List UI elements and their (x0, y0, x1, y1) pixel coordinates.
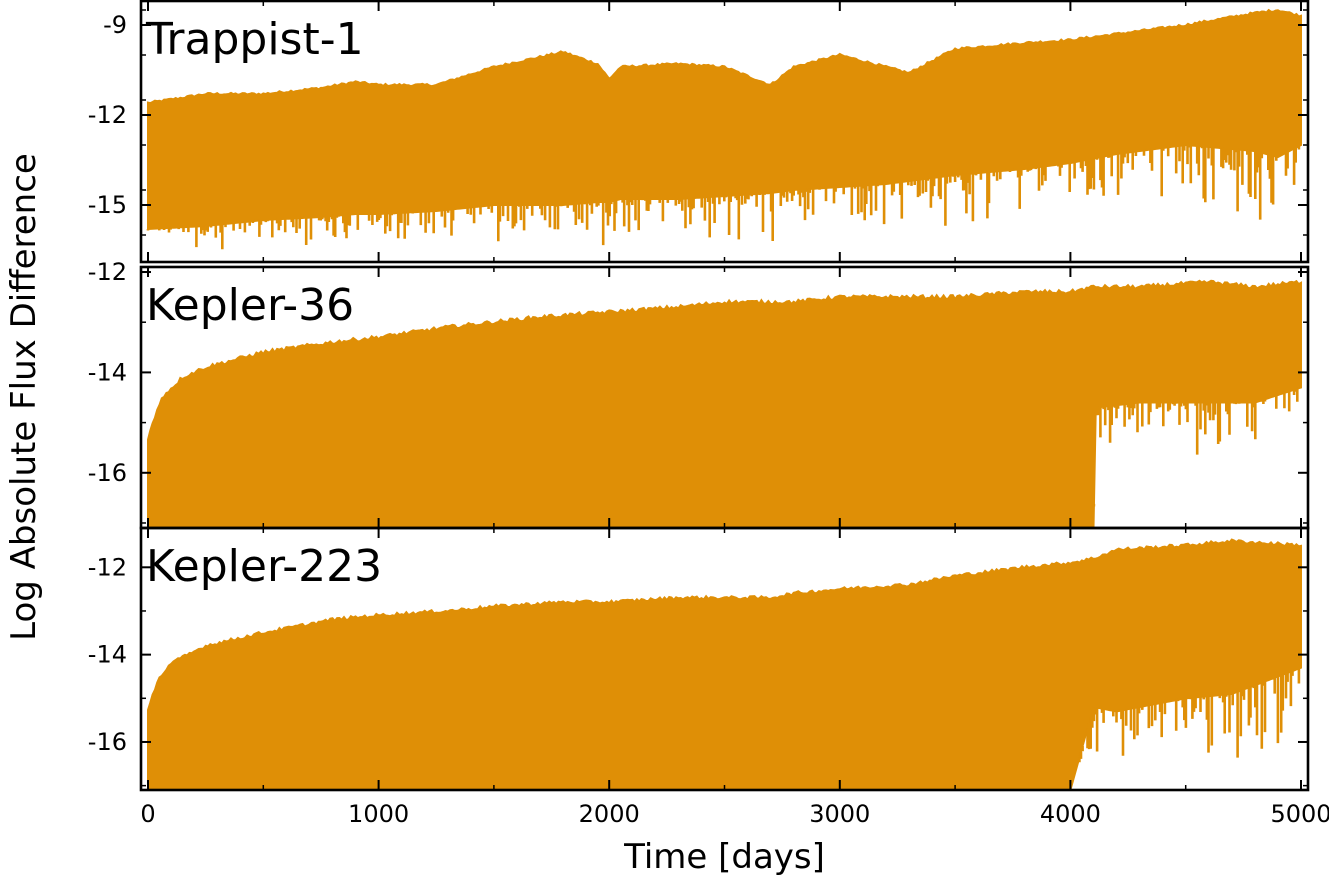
x-tick-label: 3000 (809, 800, 870, 828)
y-axis-label: Log Absolute Flux Difference (4, 153, 44, 641)
y-tick-label: -16 (88, 728, 127, 756)
series-spikes (1092, 388, 1299, 507)
series-envelope (147, 538, 1302, 790)
series-envelope (147, 279, 1302, 528)
series-envelope (147, 8, 1302, 231)
panel-kepler-36: -12 -14 -16 Kepler-36 (88, 258, 1310, 530)
panel-title: Kepler-223 (146, 541, 382, 592)
panel-title: Kepler-36 (146, 280, 354, 331)
series-spikes (146, 145, 1301, 250)
x-tick-label: 1000 (348, 800, 409, 828)
data-series (146, 8, 1302, 250)
panel-kepler-223: -12 -14 -16 0 1000 2000 3000 4000 5000 Kepler-223 (88, 526, 1329, 828)
x-tick-label: 4000 (1040, 800, 1101, 828)
y-tick-label: -16 (88, 459, 127, 487)
y-tick-label: -12 (88, 101, 127, 129)
panel-trappist-1: -9 -12 -15 Trappist-1 (88, 0, 1310, 264)
y-tick-label: -14 (88, 358, 127, 386)
x-tick-label: 2000 (579, 800, 640, 828)
y-tick-label: -15 (88, 191, 127, 219)
x-tick-label: 0 (140, 800, 155, 828)
y-tick-label: -9 (103, 11, 127, 39)
x-tick-label: 5000 (1270, 800, 1329, 828)
series-spikes (1070, 668, 1301, 787)
panel-title: Trappist-1 (145, 14, 364, 65)
y-tick-label: -12 (88, 258, 127, 286)
data-series (147, 538, 1302, 790)
y-tick-label: -12 (88, 553, 127, 581)
data-series (147, 279, 1302, 528)
x-axis-label: Time [days] (623, 837, 825, 877)
y-tick-label: -14 (88, 641, 127, 669)
